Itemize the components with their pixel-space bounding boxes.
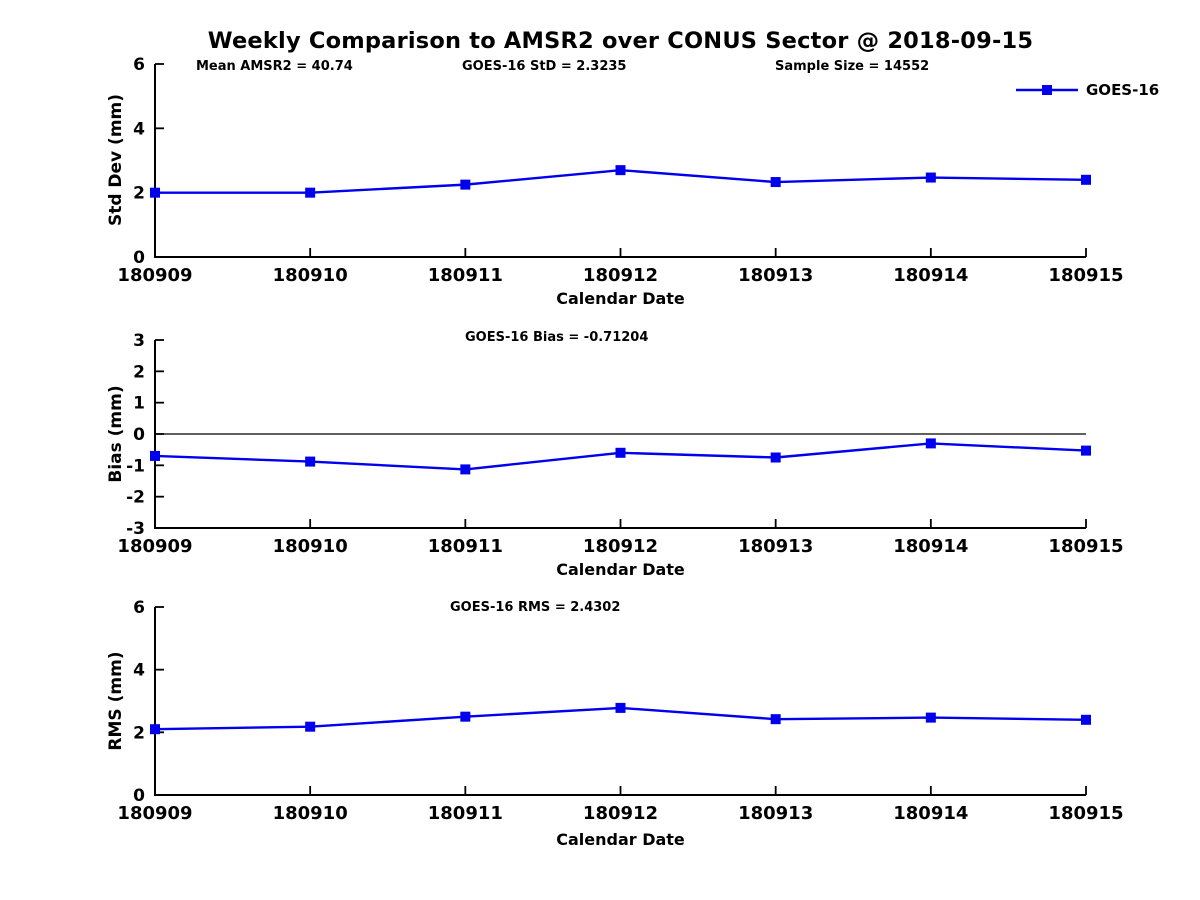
std-dev-x-tick-label: 180913 <box>738 265 813 286</box>
bias-data-point-marker <box>925 438 936 449</box>
bias-x-tick-label: 180915 <box>1048 536 1123 557</box>
rms-x-tick-label: 180911 <box>428 803 503 824</box>
annotation-goes16-bias: GOES-16 Bias = -0.71204 <box>465 330 649 345</box>
annotation-mean-amsr2: Mean AMSR2 = 40.74 <box>196 59 353 74</box>
legend-label: GOES-16 <box>1086 81 1160 99</box>
rms-y-tick-label: 4 <box>133 661 145 681</box>
bias-y-tick-label: -1 <box>126 456 145 476</box>
rms-data-point-marker <box>460 711 471 722</box>
rms-data-point-marker <box>305 721 316 732</box>
rms-x-tick-label: 180914 <box>893 803 968 824</box>
std-dev-x-tick-label: 180912 <box>583 265 658 286</box>
std-dev-data-point-marker <box>615 165 626 176</box>
rms-data-point-marker <box>615 702 626 713</box>
std-dev-data-point-marker <box>305 187 316 198</box>
std-dev-y-tick-label: 4 <box>133 119 145 139</box>
rms-x-tick-label: 180915 <box>1048 803 1123 824</box>
bias-y-tick-label: -3 <box>126 519 145 539</box>
rms-x-tick-label: 180909 <box>117 803 192 824</box>
x-axis-label-bias: Calendar Date <box>556 560 685 579</box>
rms-x-tick-label: 180912 <box>583 803 658 824</box>
bias-x-tick-label: 180913 <box>738 536 813 557</box>
std-dev-x-tick-label: 180909 <box>117 265 192 286</box>
rms-data-point-marker <box>925 712 936 723</box>
bias-x-tick-label: 180912 <box>583 536 658 557</box>
std-dev-data-point-marker <box>150 187 160 198</box>
std-dev-x-tick-label: 180910 <box>273 265 348 286</box>
annotation-goes16-rms: GOES-16 RMS = 2.4302 <box>450 600 621 615</box>
y-axis-label-stddev: Std Dev (mm) <box>106 93 126 227</box>
bias-y-tick-label: -2 <box>126 488 145 508</box>
bias-data-point-marker <box>770 452 781 463</box>
std-dev-y-tick-label: 6 <box>133 55 145 75</box>
std-dev-data-point-marker <box>1081 174 1091 185</box>
std-dev-y-tick-label: 0 <box>133 248 145 268</box>
annotation-sample-size: Sample Size = 14552 <box>775 59 930 74</box>
rms-x-tick-label: 180910 <box>273 803 348 824</box>
bias-y-tick-label: 3 <box>133 331 145 351</box>
figure-title: Weekly Comparison to AMSR2 over CONUS Se… <box>207 28 1034 54</box>
bias-y-tick-label: 2 <box>133 362 145 382</box>
rms-y-tick-label: 0 <box>133 786 145 806</box>
x-axis-label-stddev: Calendar Date <box>556 289 685 308</box>
std-dev-data-point-marker <box>770 177 781 188</box>
std-dev-x-tick-label: 180911 <box>428 265 503 286</box>
bias-x-tick-label: 180910 <box>273 536 348 557</box>
bias-data-point-marker <box>615 447 626 458</box>
std-dev-y-tick-label: 2 <box>133 184 145 204</box>
std-dev-x-tick-label: 180914 <box>893 265 968 286</box>
std-dev-data-point-marker <box>925 172 936 183</box>
rms-data-point-marker <box>770 714 781 725</box>
legend: GOES-16 <box>1016 81 1159 99</box>
std-dev-axes <box>154 64 1086 258</box>
bias-data-point-marker <box>1081 445 1091 456</box>
bias-x-tick-label: 180911 <box>428 536 503 557</box>
bias-x-tick-label: 180909 <box>117 536 192 557</box>
x-axis-label-rms: Calendar Date <box>556 830 685 849</box>
rms-data-point-marker <box>150 724 160 735</box>
y-axis-label-bias: Bias (mm) <box>106 385 126 483</box>
bias-y-tick-label: 1 <box>133 394 145 414</box>
rms-axes <box>154 607 1086 796</box>
y-axis-label-rms: RMS (mm) <box>106 651 126 751</box>
std-dev-data-point-marker <box>460 179 471 190</box>
bias-data-point-marker <box>460 464 471 475</box>
bias-data-point-marker <box>150 450 160 461</box>
bias-x-tick-label: 180914 <box>893 536 968 557</box>
legend-line-sample-icon <box>1016 85 1078 95</box>
rms-y-tick-label: 2 <box>133 723 145 743</box>
rms-x-tick-label: 180913 <box>738 803 813 824</box>
rms-y-tick-label: 6 <box>133 598 145 618</box>
annotation-goes16-std: GOES-16 StD = 2.3235 <box>462 59 627 74</box>
bias-data-point-marker <box>305 456 316 467</box>
rms-data-point-marker <box>1081 714 1091 725</box>
bias-y-tick-label: 0 <box>133 425 145 445</box>
std-dev-x-tick-label: 180915 <box>1048 265 1123 286</box>
